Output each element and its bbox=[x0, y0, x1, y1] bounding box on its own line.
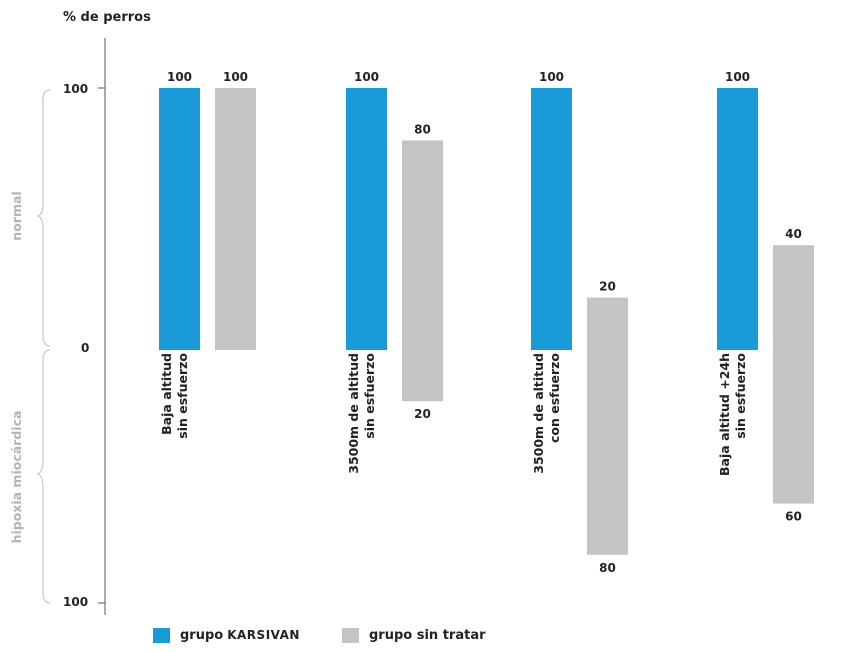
legend-label-karsivan-prefix: grupo bbox=[180, 627, 224, 643]
category-label-3-line-1: sin esfuerzo bbox=[733, 353, 748, 439]
category-label-2-line-0: 3500m de altitud bbox=[531, 353, 546, 474]
bar-series-0-cat-0 bbox=[159, 88, 200, 350]
category-label-3-line-0: Baja altitud +24h bbox=[717, 353, 732, 476]
category-label-2-line-1: con esfuerzo bbox=[547, 353, 562, 443]
data-label-top-series-0-cat-2: 100 bbox=[539, 70, 564, 84]
bar-series-0-cat-2 bbox=[531, 88, 572, 350]
bar-series-0-cat-3 bbox=[717, 88, 758, 350]
tick-label-zero: 0 bbox=[81, 341, 89, 355]
category-label-1-line-1: sin esfuerzo bbox=[362, 353, 377, 439]
bar-series-1-cat-0 bbox=[215, 88, 256, 350]
legend-karsivan: grupo KARSIVAN bbox=[153, 626, 300, 644]
data-label-top-series-1-cat-1: 80 bbox=[414, 122, 431, 136]
bar-series-0-cat-1 bbox=[346, 88, 387, 350]
data-label-top-series-0-cat-1: 100 bbox=[354, 70, 379, 84]
data-label-top-series-0-cat-0: 100 bbox=[167, 70, 192, 84]
region-label-hipoxia: hipoxia miocárdica bbox=[9, 411, 24, 544]
tick-label-bottom: 100 bbox=[63, 595, 88, 609]
legend-untreated: grupo sin tratar bbox=[342, 626, 486, 644]
data-label-top-series-1-cat-3: 40 bbox=[785, 227, 802, 241]
legend-label-untreated: grupo sin tratar bbox=[369, 627, 486, 643]
data-label-bottom-series-1-cat-3: 60 bbox=[785, 510, 802, 524]
data-label-top-series-0-cat-3: 100 bbox=[725, 70, 750, 84]
brace-normal bbox=[36, 89, 51, 347]
legend-swatch-untreated bbox=[342, 627, 359, 643]
data-label-top-series-1-cat-0: 100 bbox=[223, 70, 248, 84]
legend-label-karsivan-brand: KARSIVAN bbox=[227, 628, 300, 642]
region-label-normal: normal bbox=[9, 191, 24, 240]
category-label-0-line-0: Baja altitud bbox=[159, 353, 174, 435]
data-label-top-series-1-cat-2: 20 bbox=[599, 280, 616, 294]
data-label-bottom-series-1-cat-1: 20 bbox=[414, 407, 431, 421]
category-label-0-line-1: sin esfuerzo bbox=[175, 353, 190, 439]
bar-series-1-cat-2 bbox=[587, 297, 628, 555]
tick-label-top: 100 bbox=[63, 82, 88, 96]
data-label-bottom-series-1-cat-2: 80 bbox=[599, 561, 616, 575]
category-label-1-line-0: 3500m de altitud bbox=[346, 353, 361, 474]
legend-swatch-karsivan bbox=[153, 627, 170, 643]
brace-hipoxia bbox=[36, 349, 51, 604]
y-axis-title: % de perros bbox=[63, 10, 151, 25]
bar-series-1-cat-3 bbox=[773, 245, 814, 504]
bar-series-1-cat-1 bbox=[402, 140, 443, 402]
